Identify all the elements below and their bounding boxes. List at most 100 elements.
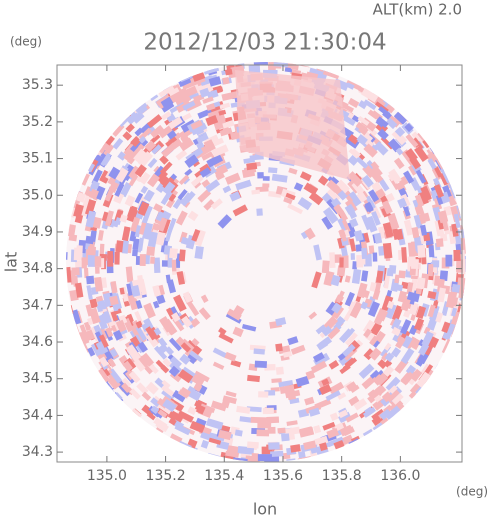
echo-patch xyxy=(425,152,437,163)
echo-patch xyxy=(151,144,162,155)
echo-patch xyxy=(129,336,141,348)
echo-patch xyxy=(386,389,400,403)
y-tick-label: 34.9 xyxy=(22,224,53,240)
echo-patch xyxy=(224,68,233,76)
echo-patch xyxy=(83,321,92,331)
echo-patch xyxy=(309,67,317,75)
echo-patch xyxy=(112,329,124,341)
echo-patch xyxy=(66,251,68,260)
echo-patch xyxy=(178,389,189,399)
echo-patch xyxy=(321,216,333,230)
echo-patch xyxy=(383,273,391,289)
echo-patch xyxy=(365,195,376,210)
echo-patch xyxy=(189,420,206,434)
echo-patch xyxy=(377,359,388,370)
echo-patch xyxy=(98,334,109,348)
echo-patch xyxy=(270,450,284,457)
echo-patch xyxy=(167,116,183,130)
echo-patch xyxy=(146,246,156,256)
echo-patch xyxy=(433,197,443,210)
echo-patch xyxy=(206,103,216,111)
echo-patch xyxy=(420,363,431,376)
echo-patch xyxy=(370,161,380,171)
echo-patch xyxy=(416,371,432,389)
echo-patch xyxy=(210,198,223,210)
echo-patch xyxy=(128,297,140,311)
echo-patch xyxy=(342,343,356,357)
y-tick-label: 35.0 xyxy=(22,187,53,203)
echo-patch xyxy=(66,203,71,216)
echo-patch xyxy=(305,370,316,380)
echo-patch xyxy=(191,229,201,242)
echo-patch xyxy=(169,356,182,369)
echo-patch xyxy=(287,336,299,346)
echo-patch xyxy=(175,149,188,161)
echo-patch xyxy=(196,133,209,144)
echo-patch xyxy=(351,268,362,284)
echo-patch xyxy=(246,406,262,413)
echo-patch xyxy=(453,249,461,262)
echo-patch xyxy=(346,381,358,392)
echo-patch xyxy=(143,317,155,332)
echo-patch xyxy=(166,279,177,294)
echo-patch xyxy=(405,364,417,376)
echo-patch xyxy=(187,210,199,222)
echo-patch xyxy=(363,328,372,338)
echo-patch xyxy=(177,410,194,423)
echo-patch xyxy=(251,189,261,195)
echo-patch xyxy=(66,210,70,222)
echo-patch xyxy=(138,237,144,251)
echo-patch xyxy=(363,99,377,111)
echo-patch xyxy=(400,319,412,335)
echo-patch xyxy=(330,274,341,287)
echo-patch xyxy=(288,167,298,175)
echo-patch xyxy=(140,185,149,194)
echo-patch xyxy=(68,224,76,237)
echo-patch xyxy=(141,391,152,401)
echo-patch xyxy=(304,396,315,406)
echo-patch xyxy=(114,251,120,265)
echo-patch xyxy=(339,364,351,375)
echo-patch xyxy=(134,127,144,137)
echo-patch xyxy=(313,352,330,367)
echo-patch xyxy=(257,421,272,429)
echo-patch xyxy=(217,429,232,441)
echo-patch xyxy=(347,134,359,145)
echo-patch xyxy=(100,365,111,378)
echo-patch xyxy=(104,210,114,227)
echo-patch xyxy=(166,129,177,140)
echo-patch xyxy=(347,171,363,187)
echo-patch xyxy=(375,188,386,199)
echo-patch xyxy=(125,266,134,283)
echo-patch xyxy=(345,412,359,423)
echo-patch xyxy=(135,326,147,341)
echo-patch xyxy=(134,100,148,114)
echo-patch xyxy=(344,291,355,307)
echo-patch xyxy=(147,157,158,169)
echo-patch xyxy=(344,203,356,215)
echo-patch xyxy=(153,203,163,213)
echo-patch xyxy=(155,231,166,246)
echo-patch xyxy=(158,125,173,139)
echo-patch xyxy=(221,400,230,409)
echo-patch xyxy=(115,319,127,333)
echo-patch xyxy=(257,454,272,462)
echo-patch xyxy=(135,320,144,329)
echo-patch xyxy=(433,184,444,198)
echo-patch xyxy=(297,450,306,459)
echo-patch xyxy=(212,361,225,370)
echo-patch xyxy=(418,343,430,356)
echo-patch xyxy=(122,360,133,372)
echo-patch xyxy=(384,342,392,351)
echo-patch xyxy=(439,172,449,186)
echo-patch xyxy=(322,206,339,225)
echo-patch xyxy=(387,212,400,230)
echo-patch xyxy=(86,162,96,173)
echo-patch xyxy=(152,300,160,309)
echo-patch xyxy=(133,148,147,164)
echo-patch xyxy=(367,389,382,404)
echo-patch xyxy=(279,384,295,395)
echo-patch xyxy=(246,441,259,449)
echo-patch xyxy=(345,327,356,338)
echo-patch xyxy=(167,440,180,450)
